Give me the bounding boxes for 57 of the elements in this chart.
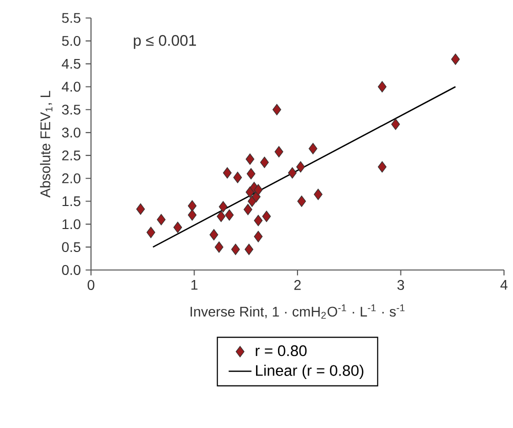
y-tick-label: 5.5 bbox=[62, 13, 80, 23]
y-axis-title: Absolute FEV$_{1}$, L bbox=[40, 90, 52, 198]
point bbox=[216, 210, 226, 222]
point bbox=[218, 201, 228, 212]
legend-label: r = 0.80 bbox=[256, 345, 307, 356]
point bbox=[146, 226, 156, 238]
y-tick-label: 0.0 bbox=[62, 265, 80, 275]
x-tick-label: 4 bbox=[500, 280, 508, 290]
point bbox=[260, 156, 269, 168]
point bbox=[254, 184, 263, 196]
point bbox=[391, 118, 400, 130]
x-axis-title: Inverse Rint, 1 · cmH$_{2}$O$^{-1}$ · L$^{-1}$ · s$^{-1}$ bbox=[190, 304, 405, 319]
point bbox=[244, 204, 252, 216]
annotation: p ≤ 0.001 bbox=[134, 34, 196, 49]
point bbox=[188, 209, 197, 221]
x-tick-label: 2 bbox=[294, 280, 301, 290]
point bbox=[173, 222, 182, 234]
point bbox=[297, 196, 306, 207]
y-tick-label: 1.0 bbox=[62, 219, 80, 230]
y-tick-label: 0.5 bbox=[62, 242, 80, 252]
point bbox=[254, 214, 263, 226]
point bbox=[378, 161, 387, 173]
point bbox=[214, 241, 224, 253]
point bbox=[272, 104, 282, 116]
point bbox=[231, 244, 240, 256]
y-tick-label: 2.5 bbox=[62, 150, 80, 160]
y-tick-label: 3.5 bbox=[62, 104, 80, 115]
point bbox=[136, 203, 145, 215]
point bbox=[233, 172, 242, 184]
y-tick-label: 4.0 bbox=[62, 82, 80, 92]
point bbox=[262, 210, 271, 222]
point bbox=[274, 146, 284, 158]
y-tick-label: 4.5 bbox=[62, 58, 80, 69]
point bbox=[188, 200, 197, 212]
y-tick-label: 3.0 bbox=[62, 128, 80, 138]
x-tick-label: 1 bbox=[191, 280, 198, 290]
y-tick-label: 1.5 bbox=[62, 196, 80, 206]
x-tick-label: 3 bbox=[397, 280, 404, 290]
point bbox=[244, 244, 254, 256]
point bbox=[246, 153, 254, 165]
x-tick-label: 0 bbox=[88, 280, 94, 290]
point bbox=[225, 209, 234, 221]
point bbox=[222, 167, 232, 179]
point bbox=[308, 142, 318, 154]
point bbox=[254, 230, 263, 242]
y-tick-label: 5.0 bbox=[62, 36, 80, 46]
point bbox=[296, 161, 305, 173]
point bbox=[156, 214, 166, 226]
point bbox=[288, 167, 297, 179]
point bbox=[378, 81, 387, 92]
y-tick-label: 2.0 bbox=[62, 173, 80, 184]
point bbox=[246, 168, 256, 180]
legend-label: Linear (r = 0.80) bbox=[256, 364, 364, 379]
point bbox=[314, 188, 322, 200]
point bbox=[252, 191, 261, 202]
point bbox=[210, 229, 218, 240]
point bbox=[451, 54, 460, 65]
